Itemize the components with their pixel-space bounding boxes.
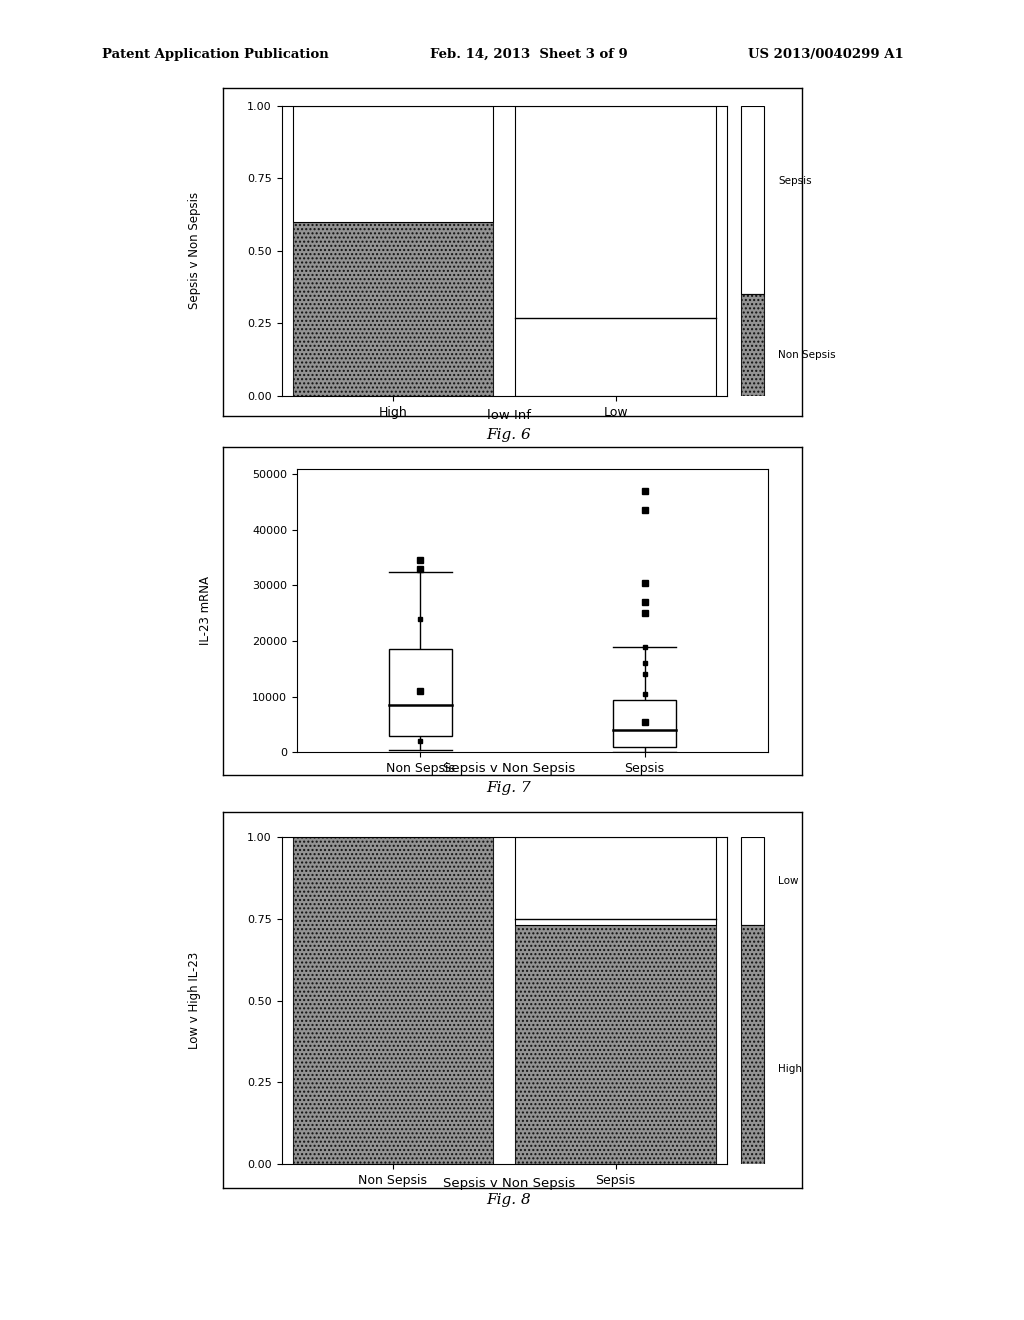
Text: Non Sepsis: Non Sepsis	[778, 350, 836, 360]
Bar	[741, 925, 764, 1164]
Bar	[293, 106, 494, 222]
Bar	[741, 294, 764, 396]
Text: Patent Application Publication: Patent Application Publication	[102, 48, 329, 61]
Bar	[741, 106, 764, 294]
Text: low Inf: low Inf	[487, 409, 530, 422]
Bar	[515, 106, 716, 396]
Text: Fig. 8: Fig. 8	[486, 1193, 531, 1208]
Text: US 2013/0040299 A1: US 2013/0040299 A1	[748, 48, 903, 61]
Text: Sepsis: Sepsis	[778, 176, 812, 186]
Bar	[389, 649, 452, 735]
Bar	[741, 837, 764, 925]
Text: Fig. 6: Fig. 6	[486, 428, 531, 442]
Text: Low: Low	[778, 876, 799, 886]
Bar	[515, 837, 716, 925]
Text: High: High	[778, 1064, 802, 1073]
Bar	[293, 222, 494, 396]
Text: Sepsis v Non Sepsis: Sepsis v Non Sepsis	[442, 762, 575, 775]
Y-axis label: IL-23 mRNA: IL-23 mRNA	[200, 576, 212, 645]
Text: Feb. 14, 2013  Sheet 3 of 9: Feb. 14, 2013 Sheet 3 of 9	[430, 48, 628, 61]
Y-axis label: Sepsis v Non Sepsis: Sepsis v Non Sepsis	[188, 193, 202, 309]
Text: Fig. 7: Fig. 7	[486, 781, 531, 796]
Bar	[613, 700, 676, 747]
Y-axis label: Low v High IL-23: Low v High IL-23	[188, 952, 202, 1049]
Bar	[293, 837, 494, 1164]
Text: Sepsis v Non Sepsis: Sepsis v Non Sepsis	[442, 1177, 575, 1191]
Bar	[515, 925, 716, 1164]
